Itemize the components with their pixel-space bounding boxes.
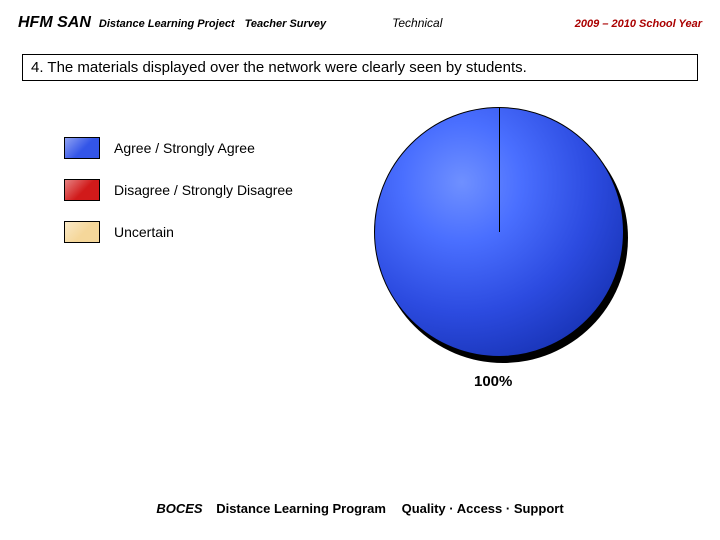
pie-percent-label: 100% bbox=[474, 373, 512, 390]
pie-radius-line bbox=[499, 108, 500, 232]
swatch-agree bbox=[64, 137, 100, 159]
header-survey: Teacher Survey bbox=[245, 18, 327, 30]
legend-item-agree: Agree / Strongly Agree bbox=[64, 137, 324, 159]
footer-boces: BOCES bbox=[156, 501, 202, 516]
swatch-uncertain bbox=[64, 221, 100, 243]
legend-item-disagree: Disagree / Strongly Disagree bbox=[64, 179, 324, 201]
pie-chart: 100% bbox=[324, 137, 696, 263]
content-area: Agree / Strongly Agree Disagree / Strong… bbox=[0, 137, 720, 263]
footer-program: Distance Learning Program bbox=[216, 501, 386, 516]
header-project: Distance Learning Project bbox=[99, 18, 235, 30]
swatch-disagree bbox=[64, 179, 100, 201]
legend-label-agree: Agree / Strongly Agree bbox=[114, 140, 255, 156]
legend: Agree / Strongly Agree Disagree / Strong… bbox=[24, 137, 324, 263]
header-hfm: HFM SAN bbox=[18, 14, 91, 32]
legend-label-uncertain: Uncertain bbox=[114, 224, 174, 240]
legend-label-disagree: Disagree / Strongly Disagree bbox=[114, 182, 293, 198]
pie-circle bbox=[374, 107, 624, 357]
header-technical: Technical bbox=[392, 16, 442, 30]
question-text: 4. The materials displayed over the netw… bbox=[31, 59, 527, 76]
footer-qas: Quality · Access · Support bbox=[402, 501, 564, 516]
footer: BOCES Distance Learning Program Quality … bbox=[0, 501, 720, 516]
question-box: 4. The materials displayed over the netw… bbox=[22, 54, 698, 81]
header-bar: HFM SAN Distance Learning Project Teache… bbox=[0, 0, 720, 40]
header-year: 2009 – 2010 School Year bbox=[575, 18, 702, 30]
legend-item-uncertain: Uncertain bbox=[64, 221, 324, 243]
